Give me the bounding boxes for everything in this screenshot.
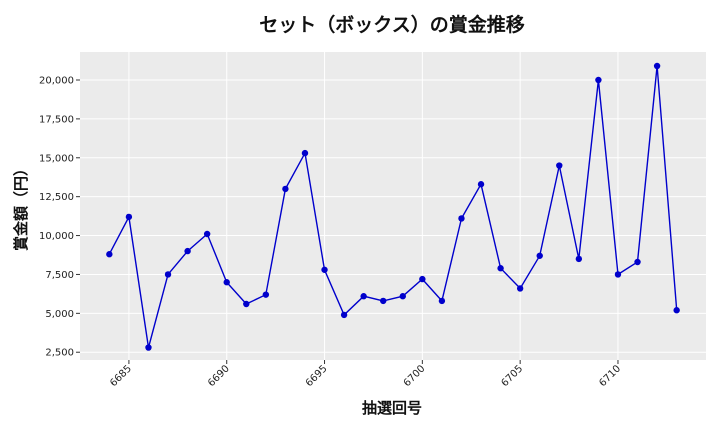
x-tick-label: 6705	[500, 363, 526, 389]
data-point	[634, 258, 641, 266]
data-point	[673, 307, 680, 314]
x-tick-label: 6700	[402, 363, 428, 389]
data-point	[321, 266, 328, 273]
data-point	[497, 265, 504, 272]
data-point	[380, 297, 387, 305]
data-point	[243, 300, 250, 308]
grid	[80, 52, 706, 360]
data-point	[262, 291, 270, 298]
data-point	[458, 215, 465, 222]
data-point	[340, 311, 348, 319]
data-point	[653, 62, 661, 70]
series-line	[108, 65, 678, 348]
y-axis-title: 賞金額（円）	[12, 161, 30, 251]
x-axis: 6685 6690 6695 6700 6705 6710	[108, 360, 623, 389]
data-point	[106, 251, 113, 258]
x-axis-title: 抽選回号	[362, 399, 422, 417]
data-points	[106, 62, 680, 351]
y-axis: 2,500 5,000 7,500 10,000 12,500 15,000 17,500 2…	[39, 76, 80, 359]
y-tick-label: 10,000	[39, 231, 74, 242]
data-point	[184, 247, 191, 255]
x-tick-label: 6685	[108, 363, 134, 389]
data-point	[145, 344, 152, 351]
y-tick-label: 15,000	[39, 153, 74, 164]
data-point	[477, 181, 485, 188]
y-tick-label: 20,000	[39, 76, 74, 87]
data-point	[301, 149, 309, 157]
x-tick-label: 6690	[206, 363, 232, 389]
data-point	[595, 76, 602, 84]
plot-area	[80, 52, 706, 360]
data-point	[223, 279, 230, 286]
data-point	[575, 255, 583, 263]
data-point	[399, 293, 406, 300]
x-tick-label: 6710	[597, 363, 623, 389]
y-tick-label: 17,500	[39, 114, 74, 125]
data-point	[360, 293, 367, 300]
data-point	[556, 162, 563, 169]
y-tick-label: 7,500	[45, 270, 74, 281]
y-tick-label: 2,500	[45, 348, 74, 359]
chart-title: セット（ボックス）の賞金推移	[259, 13, 524, 36]
data-point	[614, 271, 622, 278]
y-tick-label: 5,000	[45, 309, 74, 320]
data-point	[282, 185, 289, 193]
y-tick-label: 12,500	[39, 192, 74, 203]
data-point	[536, 252, 543, 259]
data-point	[516, 285, 524, 292]
data-point	[419, 275, 426, 283]
data-point	[203, 230, 211, 238]
x-tick-label: 6695	[304, 363, 330, 389]
data-point	[164, 271, 172, 278]
data-point	[125, 213, 133, 221]
data-point	[438, 297, 446, 305]
